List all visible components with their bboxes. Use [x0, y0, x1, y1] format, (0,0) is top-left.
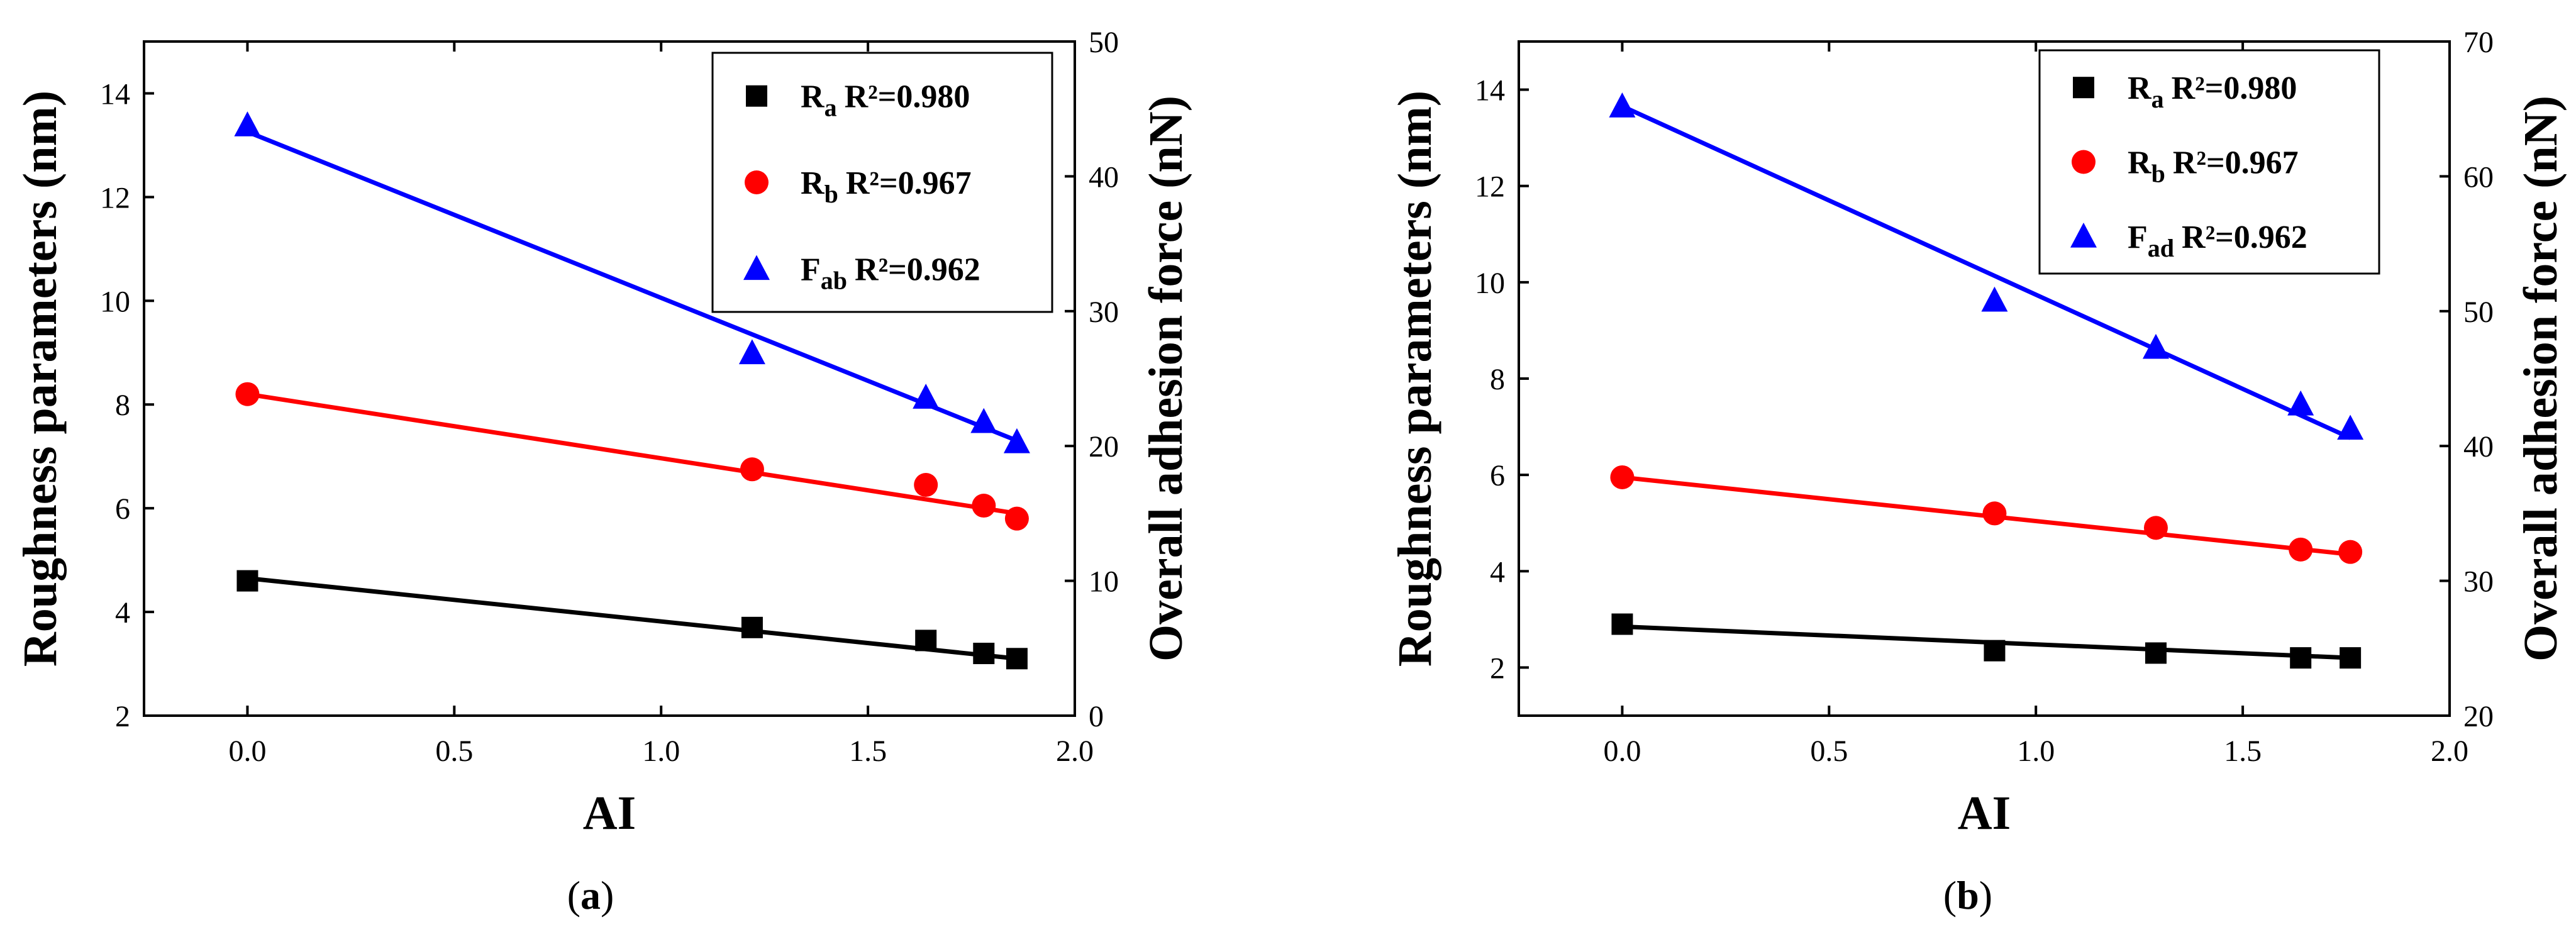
x-tick-label: 1.0 [2017, 735, 2055, 768]
x-tick-label: 0.0 [1603, 735, 1641, 768]
y2-tick-label: 40 [1089, 160, 1119, 194]
plot-frame [143, 40, 1076, 717]
legend-label: Ra R²=0.980 [2128, 70, 2297, 113]
data-point-rb [972, 494, 996, 518]
x-tick-label: 0.5 [435, 735, 473, 768]
data-point-rb [1982, 501, 2007, 526]
fit-line-fab [247, 130, 1018, 443]
legend: Ra R²=0.980 Rb R²=0.967 Fab R²=0.962 [711, 52, 1053, 313]
legend-marker-rb [2072, 150, 2096, 174]
data-point-rb [914, 473, 938, 497]
fit-line-ra [247, 575, 1018, 661]
y-tick-label: 8 [115, 389, 130, 422]
x-tick-label: 2.0 [2431, 735, 2468, 768]
y-tick-label: 2 [115, 700, 130, 733]
data-point-fab [913, 384, 940, 409]
y-tick-label: 6 [115, 492, 130, 526]
y2-tick-label: 40 [2463, 430, 2494, 463]
data-point-ra [2340, 647, 2362, 669]
y-axis-title: Roughness parameters (nm) [14, 91, 67, 667]
data-point-fab [234, 111, 261, 136]
x-tick-label: 1.0 [642, 735, 680, 768]
data-point-rb [1610, 465, 1635, 489]
y-tick-label: 2 [1490, 652, 1505, 685]
data-point-ra [915, 630, 937, 652]
y2-tick-label: 30 [2463, 565, 2494, 599]
data-point-rb [2338, 540, 2363, 564]
legend-marker-ra [2073, 77, 2094, 99]
y-tick-label: 10 [1475, 267, 1505, 300]
y-tick-label: 6 [1490, 459, 1505, 492]
data-point-rb [2143, 516, 2168, 540]
legend-label: Ra R²=0.980 [801, 79, 970, 122]
data-point-rb [740, 457, 764, 482]
y2-tick-label: 50 [1089, 26, 1119, 59]
y2-tick-label: 20 [1089, 430, 1119, 463]
legend-marker-rb [745, 170, 769, 194]
data-point-fab [738, 339, 765, 365]
y2-axis-title: Overall adhesion force (nN) [1140, 96, 1192, 662]
x-tick-label: 0.0 [228, 735, 266, 768]
y2-tick-label: 50 [2463, 296, 2494, 329]
y-axis-title: Roughness parameters (nm) [1389, 91, 1441, 667]
panel-caption: (b) [1943, 873, 1992, 918]
data-point-ra [1611, 613, 1633, 635]
y-tick-label: 14 [100, 77, 130, 111]
legend-marker-ra [746, 85, 767, 107]
x-tick-label: 2.0 [1056, 735, 1094, 768]
chart-panel-a: 0.0 0.5 1.0 1.5 2.0 2 4 6 8 10 12 14 0 10 20 30 40 50 AI Ro… [14, 26, 1192, 918]
data-point-ra [236, 570, 258, 592]
y2-tick-label: 0 [1089, 700, 1104, 733]
y-tick-label: 4 [115, 596, 130, 630]
data-point-ra [1006, 648, 1028, 670]
data-point-ra [973, 643, 995, 665]
x-axis-title: AI [1958, 787, 2011, 840]
y2-tick-label: 60 [2463, 160, 2494, 194]
legend-label: Fad R²=0.962 [2128, 219, 2307, 262]
y2-axis-title: Overall adhesion force (nN) [2514, 96, 2567, 662]
legend-marker-fab [743, 255, 770, 280]
y2-tick-label: 10 [1089, 565, 1119, 599]
y2-tick-label: 30 [1089, 296, 1119, 329]
y-tick-label: 4 [1490, 555, 1505, 589]
data-point-ra [2145, 642, 2167, 664]
y2-tick-label: 20 [2463, 700, 2494, 733]
legend-box [711, 52, 1053, 313]
panel-caption: (a) [567, 873, 614, 918]
chart-panel-b: 0.0 0.5 1.0 1.5 2.0 2 4 6 8 10 12 14 20 30 40 50 60 70 AI R… [1389, 26, 2567, 918]
x-axis-title: AI [583, 787, 636, 840]
legend-label: Rb R²=0.967 [801, 165, 972, 208]
data-point-fab [970, 408, 997, 433]
y-tick-label: 12 [100, 181, 130, 214]
data-point-ra [1984, 640, 2006, 662]
legend-marker-fad [2070, 222, 2097, 248]
y-tick-label: 10 [100, 285, 130, 318]
data-point-fab [1003, 428, 1030, 453]
x-tick-label: 1.5 [849, 735, 887, 768]
data-point-fad [2337, 414, 2364, 440]
data-point-ra [2290, 647, 2312, 669]
y-tick-label: 14 [1475, 74, 1505, 108]
y2-tick-label: 70 [2463, 26, 2494, 59]
x-tick-label: 1.5 [2224, 735, 2262, 768]
x-tick-label: 0.5 [1810, 735, 1848, 768]
data-point-fad [2287, 390, 2314, 416]
y-tick-label: 8 [1490, 363, 1505, 396]
data-point-rb [2289, 537, 2313, 562]
legend-label: Fab R²=0.962 [801, 252, 980, 294]
data-point-fad [1981, 286, 2008, 312]
legend-label: Rb R²=0.967 [2128, 145, 2299, 188]
fit-line-fad [1621, 104, 2351, 440]
legend-box [2038, 49, 2380, 275]
data-point-ra [741, 616, 763, 638]
y-tick-label: 12 [1475, 170, 1505, 204]
data-point-rb [1004, 506, 1029, 531]
data-point-fad [2142, 333, 2169, 359]
data-point-rb [235, 382, 260, 406]
fit-line-rb [247, 392, 1018, 516]
data-point-fad [1609, 92, 1636, 118]
legend: Ra R²=0.980 Rb R²=0.967 Fad R²=0.962 [2038, 49, 2380, 275]
